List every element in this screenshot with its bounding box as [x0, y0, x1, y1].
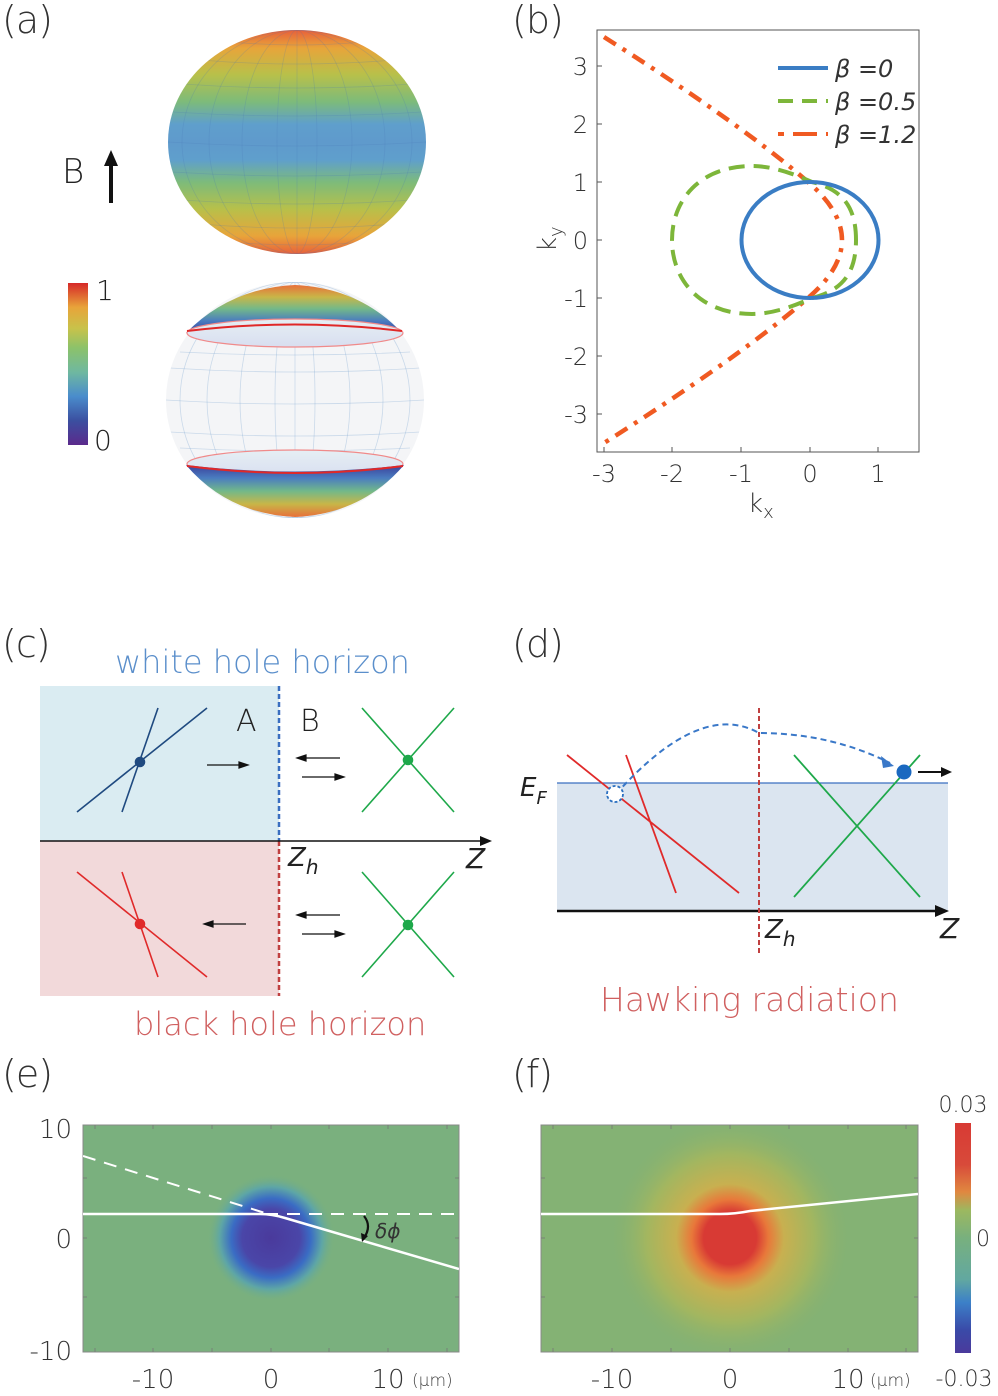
- sphere-cut: [166, 282, 424, 518]
- black-hole-title: black hole horizon: [134, 1005, 426, 1043]
- tilted-cone-black: [76, 871, 208, 978]
- ytick: 3: [573, 53, 588, 81]
- ytick: -1: [564, 285, 588, 313]
- tilted-cone-white: [76, 707, 208, 813]
- panel-a: B 1 0: [0, 0, 500, 620]
- panel-label-d: (d): [512, 622, 564, 666]
- ytick: -3: [564, 401, 588, 429]
- arrow-head-icon: [881, 756, 894, 768]
- arrow-up-icon: [104, 150, 118, 203]
- xtick: -1: [729, 460, 753, 488]
- kspace-plot: 3 2 1 0 -1 -2 -3 -3 -2 -1 0 1 kx ky: [533, 29, 920, 523]
- white-hole-title: white hole horizon: [115, 643, 410, 681]
- colorbar-max-label: 0.03: [939, 1093, 988, 1118]
- legend: β =0 β =0.5 β =1.2: [778, 55, 916, 149]
- ytick: 10: [39, 1115, 72, 1145]
- panel-f: -10 0 10 (μm) 0.03 0 -0.03: [500, 1050, 998, 1396]
- colorbar-mid-label: 0: [976, 1227, 990, 1252]
- hawking-diagram: EF Z Zh Hawking radiation: [520, 708, 960, 1019]
- upright-cone: [793, 754, 921, 898]
- colorbar-max-label: 1: [96, 274, 114, 307]
- xtick: 0: [263, 1365, 280, 1395]
- black-hole-region: [40, 841, 279, 996]
- y-axis-label: ky: [533, 226, 567, 252]
- upright-cone-bottom: [361, 871, 455, 978]
- colorbar-a: [68, 283, 88, 445]
- curve-beta-1.2: [602, 35, 845, 445]
- reference-ray-extension: [83, 1155, 266, 1214]
- ytick: -10: [30, 1337, 72, 1367]
- sphere-illustrations: B 1 0: [62, 30, 426, 518]
- heatmap-f: -10 0 10 (μm) 0.03 0 -0.03: [540, 1093, 993, 1395]
- panel-e: δϕ 10 0 -10 -10 0 10 (μm): [0, 1050, 500, 1396]
- z-axis-label: Z: [939, 912, 960, 945]
- xtick: 10: [371, 1365, 404, 1395]
- unit-label: (μm): [870, 1371, 911, 1391]
- xtick: -10: [591, 1365, 633, 1395]
- arrow-right-icon: [935, 905, 949, 917]
- tunneling-path: [615, 723, 891, 795]
- xtick: 0: [722, 1365, 739, 1395]
- legend-label: β =0.5: [834, 88, 916, 116]
- deflected-ray: [83, 1212, 459, 1271]
- xtick: -10: [132, 1365, 174, 1395]
- deflection-angle-label: δϕ: [375, 1219, 400, 1243]
- panel-d: EF Z Zh Hawking radiation: [500, 620, 998, 1050]
- fermi-sea: [557, 783, 948, 911]
- ytick: 1: [573, 169, 588, 197]
- curve-beta-0: [739, 180, 881, 300]
- positive-spot: [610, 1125, 850, 1352]
- panel-label-a: (a): [2, 0, 53, 42]
- xtick: -3: [592, 460, 616, 488]
- hole-icon: [606, 785, 624, 803]
- colorbar-f: [955, 1123, 971, 1353]
- arrow-right-icon: [941, 767, 952, 777]
- ytick: -2: [564, 343, 588, 371]
- panel-label-f: (f): [512, 1052, 553, 1096]
- region-b-label: B: [300, 704, 320, 739]
- xtick: -2: [660, 460, 684, 488]
- z-axis-label: Z: [465, 842, 486, 875]
- panel-label-e: (e): [2, 1052, 53, 1096]
- ytick: 0: [573, 227, 588, 255]
- field-label: B: [62, 152, 84, 192]
- negative-spot: [207, 1174, 335, 1302]
- x-axis-label: kx: [748, 489, 774, 523]
- horizon-position-label: Zh: [764, 915, 796, 951]
- legend-label: β =1.2: [834, 121, 916, 149]
- xtick: 10: [831, 1365, 864, 1395]
- arrow-head-icon: [361, 1233, 368, 1242]
- legend-label: β =0: [834, 55, 893, 83]
- ytick: 2: [573, 111, 588, 139]
- region-a-label: A: [236, 704, 257, 739]
- deflected-ray: [541, 1192, 918, 1216]
- sphere-full: [168, 30, 426, 254]
- colorbar-min-label: -0.03: [936, 1367, 993, 1392]
- caption: Hawking radiation: [600, 980, 899, 1019]
- colorbar-min-label: 0: [94, 424, 112, 457]
- fermi-level-label: EF: [520, 773, 547, 809]
- unit-label: (μm): [412, 1371, 453, 1391]
- xtick: 1: [870, 460, 885, 488]
- panel-label-b: (b): [512, 0, 564, 42]
- plot-frame: [596, 29, 920, 453]
- ytick: 0: [55, 1225, 72, 1255]
- tilted-cone: [566, 754, 740, 894]
- heatmap-e: δϕ 10 0 -10 -10 0 10 (μm): [30, 1115, 460, 1395]
- upright-cone-top: [361, 707, 455, 813]
- particle-icon: [896, 764, 912, 780]
- velocity-arrows: [202, 754, 346, 938]
- panel-c: white hole horizon Z Zh A B: [0, 620, 500, 1050]
- panel-label-c: (c): [2, 622, 51, 666]
- arrow-right-icon: [480, 836, 492, 846]
- panel-b: 3 2 1 0 -1 -2 -3 -3 -2 -1 0 1 kx ky: [500, 0, 998, 620]
- horizon-diagram: white hole horizon Z Zh A B: [40, 643, 492, 1043]
- curve-beta-0.5: [669, 163, 859, 317]
- horizon-position-label: Zh: [287, 843, 319, 879]
- xtick: 0: [802, 460, 817, 488]
